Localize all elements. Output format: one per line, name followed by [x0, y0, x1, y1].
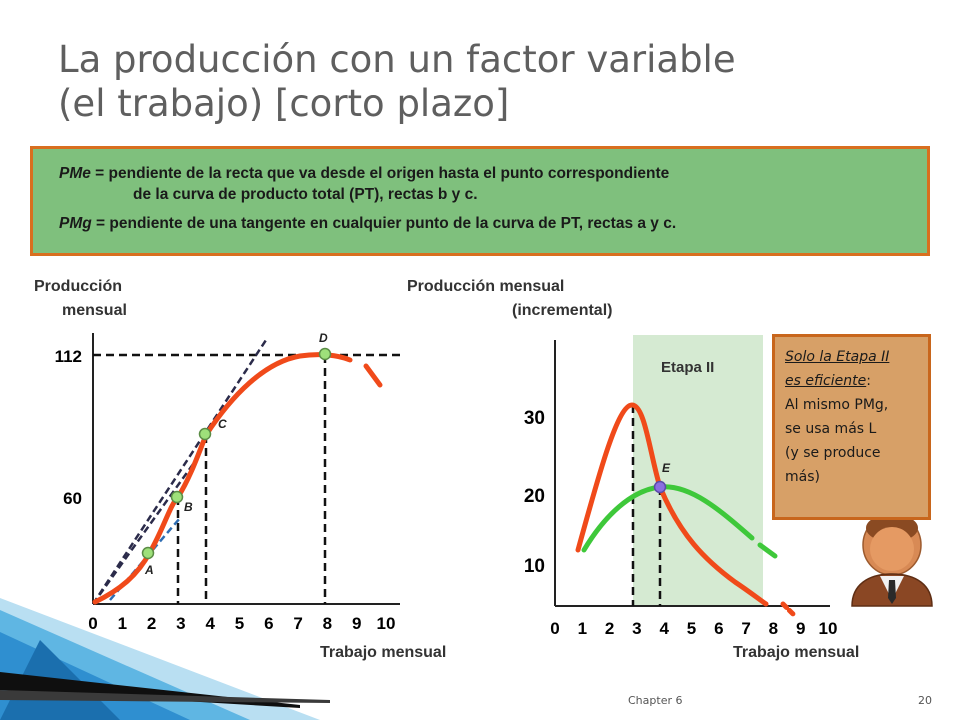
- marginal-average-product-chart: Producción mensual (incremental) Etapa I…: [407, 278, 859, 661]
- left-x-tick-label: 8: [323, 614, 332, 633]
- note-underlined-1: Solo la Etapa II: [785, 349, 890, 365]
- footer-page-number: 20: [918, 694, 932, 707]
- right-x-tick-label: 8: [769, 619, 778, 638]
- right-y-tick-label: 20: [524, 486, 545, 507]
- right-x-tick-label: 2: [605, 619, 614, 638]
- point-b-marker: [170, 490, 184, 504]
- note-line-2: es eficiente:: [785, 369, 928, 393]
- left-y-tick-label: 60: [63, 489, 82, 508]
- marginal-product-curve-tail: [780, 601, 796, 617]
- total-product-curve-tail: [363, 363, 383, 388]
- footer-chapter: Chapter 6: [628, 694, 683, 707]
- definitions-box: PMe = pendiente de la recta que va desde…: [30, 146, 930, 256]
- point-a-label: A: [144, 563, 154, 577]
- right-x-tick-label: 9: [796, 619, 805, 638]
- left-x-label: Trabajo mensual: [320, 644, 446, 661]
- point-e-marker: [653, 480, 667, 494]
- right-x-tick-label: 3: [632, 619, 641, 638]
- left-x-tick-label: 1: [118, 614, 127, 633]
- left-x-tick-label: 2: [147, 614, 156, 633]
- right-x-tick-label: 6: [714, 619, 723, 638]
- left-y-tick-label: 112: [55, 347, 82, 366]
- average-product-curve-tail: [757, 542, 778, 559]
- efficiency-note-box: Solo la Etapa II es eficiente: Al mismo …: [772, 334, 931, 520]
- right-x-label: Trabajo mensual: [733, 644, 859, 661]
- pme-definition-continued: de la curva de producto total (PT), rect…: [133, 186, 478, 203]
- right-y-label-line-1: Producción mensual: [407, 278, 564, 295]
- note-line-5: (y se produce: [785, 445, 881, 461]
- right-y-label-line-2: (incremental): [512, 302, 612, 319]
- slide-title: La producción con un factor variable (el…: [58, 38, 938, 126]
- right-x-tick-label: 0: [550, 619, 559, 638]
- left-x-tick-label: 10: [377, 614, 396, 633]
- pmg-equation: = pendiente de una tangente en cualquier…: [91, 215, 677, 232]
- right-x-tick-label: 5: [687, 619, 696, 638]
- pme-definition: PMe = pendiente de la recta que va desde…: [59, 163, 927, 184]
- left-x-tick-label: 3: [176, 614, 185, 633]
- slide-title-line-2: (el trabajo) [corto plazo]: [58, 82, 510, 125]
- left-x-tick-label: 7: [293, 614, 302, 633]
- right-x-tick-label: 10: [819, 619, 838, 638]
- left-x-tick-label: 0: [88, 614, 97, 633]
- point-e-label: E: [662, 461, 671, 475]
- pme-equation: = pendiente de la recta que va desde el …: [90, 165, 670, 182]
- pmg-definition: PMg = pendiente de una tangente en cualq…: [59, 213, 927, 234]
- left-x-tick-label: 9: [352, 614, 361, 633]
- right-x-tick-label: 1: [578, 619, 587, 638]
- note-line-6: más): [785, 469, 820, 485]
- stage-ii-label: Etapa II: [661, 359, 714, 376]
- point-a-marker: [141, 546, 155, 560]
- decorative-streaks: [0, 598, 330, 720]
- point-b-label: B: [184, 500, 193, 514]
- left-x-tick-label: 5: [235, 614, 244, 633]
- pme-term: PMe: [59, 165, 91, 182]
- note-line-4: se usa más L: [785, 421, 877, 437]
- point-c-label: C: [218, 417, 227, 431]
- left-y-ticks: 60 112: [55, 347, 82, 508]
- note-line-1: Solo la Etapa II: [785, 345, 928, 369]
- point-d-marker: [318, 347, 332, 361]
- left-x-ticks: 0 1 2 3 4 5 6 7 8 9 10: [88, 614, 395, 633]
- right-y-ticks: 10 20 30: [524, 408, 545, 577]
- total-product-chart: Producción mensual 0 1 2 3 4 5 6 7 8 9 10 60 112 Tr…: [34, 278, 446, 661]
- total-product-curve: [92, 352, 353, 605]
- left-y-label-line-1: Producción: [34, 278, 122, 295]
- point-c-marker: [198, 427, 212, 441]
- right-x-ticks: 0 1 2 3 4 5 6 7 8 9 10: [550, 619, 837, 638]
- note-underlined-2: es eficiente: [785, 373, 867, 389]
- left-x-tick-label: 4: [205, 614, 215, 633]
- left-x-tick-label: 6: [264, 614, 273, 633]
- businessman-icon: [851, 514, 933, 607]
- left-y-label-line-2: mensual: [62, 302, 127, 319]
- right-x-tick-label: 7: [741, 619, 750, 638]
- ray-line-c: [91, 339, 268, 605]
- right-y-tick-label: 10: [524, 556, 545, 577]
- note-line-3: Al mismo PMg,: [785, 397, 889, 413]
- note-colon: :: [866, 373, 871, 389]
- point-d-label: D: [319, 331, 328, 345]
- slide-title-line-1: La producción con un factor variable: [58, 38, 736, 81]
- pmg-term: PMg: [59, 215, 92, 232]
- ray-line-b: [91, 459, 198, 605]
- right-y-tick-label: 30: [524, 408, 545, 429]
- right-x-tick-label: 4: [659, 619, 669, 638]
